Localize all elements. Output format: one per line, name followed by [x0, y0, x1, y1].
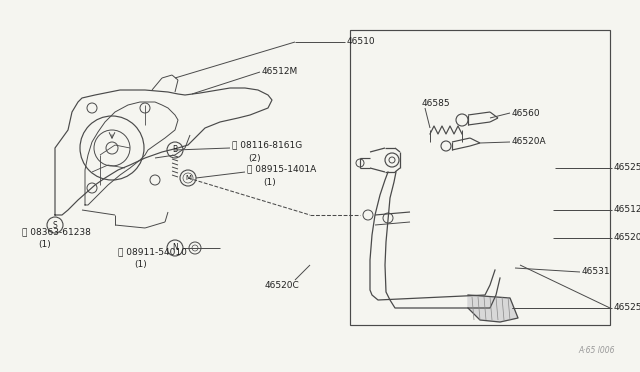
Text: 46512: 46512	[614, 205, 640, 215]
Text: S: S	[52, 221, 58, 230]
Text: 46512M: 46512M	[262, 67, 298, 77]
Text: A·65 l006: A·65 l006	[579, 346, 615, 355]
Text: 46520: 46520	[614, 234, 640, 243]
Text: 46560: 46560	[512, 109, 541, 118]
Text: Ⓜ 08915-1401A: Ⓜ 08915-1401A	[247, 164, 316, 173]
Text: 46520C: 46520C	[265, 280, 300, 289]
Text: 46525: 46525	[614, 164, 640, 173]
Text: N: N	[172, 244, 178, 253]
Text: B: B	[172, 145, 177, 154]
Bar	[350, 30, 610, 325]
Polygon shape	[468, 295, 518, 322]
Text: Ⓑ 08116-8161G: Ⓑ 08116-8161G	[232, 141, 302, 150]
Text: 46585: 46585	[422, 99, 451, 108]
Text: 46520A: 46520A	[512, 138, 547, 147]
Text: Ⓝ 08911-54010: Ⓝ 08911-54010	[118, 247, 187, 257]
Text: 46510: 46510	[347, 38, 376, 46]
Text: 46531: 46531	[582, 267, 611, 276]
Text: 46525: 46525	[614, 304, 640, 312]
Text: Ⓢ 08363-61238: Ⓢ 08363-61238	[22, 228, 91, 237]
Text: (1): (1)	[134, 260, 147, 269]
Text: (2): (2)	[248, 154, 260, 163]
Text: M: M	[185, 175, 191, 181]
Text: (1): (1)	[38, 241, 51, 250]
Text: (1): (1)	[263, 177, 276, 186]
